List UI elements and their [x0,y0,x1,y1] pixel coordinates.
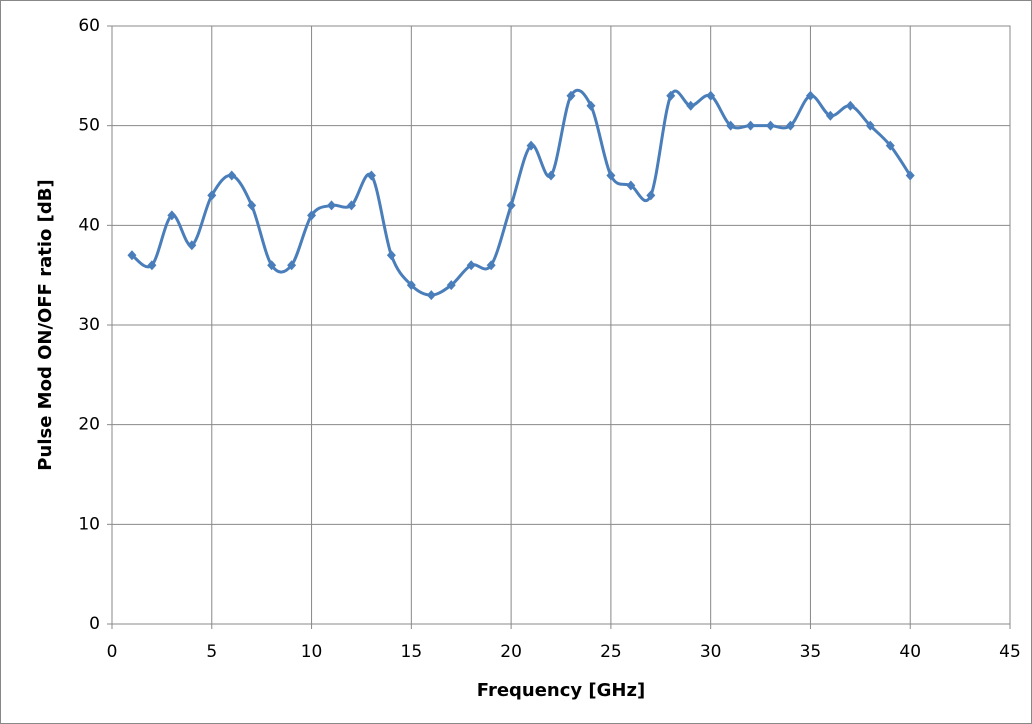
marker [207,190,217,201]
x-tick-label: 15 [401,642,423,662]
marker [666,90,676,101]
marker [167,210,177,221]
marker [586,100,596,111]
x-axis-title: Frequency [GHz] [477,680,645,701]
marker [227,170,237,181]
marker [845,100,855,111]
y-tick-label: 50 [78,116,100,136]
marker [865,120,875,131]
marker [626,180,636,191]
marker [346,200,356,211]
x-tick-label: 45 [999,642,1021,662]
y-tick-label: 60 [78,16,100,36]
marker [885,140,895,151]
marker [127,250,137,261]
marker [446,280,456,291]
x-tick-label: 5 [206,642,217,662]
marker [307,210,317,221]
x-tick-label: 40 [899,642,921,662]
marker [466,260,476,271]
marker [366,170,376,181]
y-tick-label: 40 [78,215,100,235]
x-tick-label: 20 [500,642,522,662]
x-tick-label: 0 [107,642,118,662]
marker [526,140,536,151]
marker [905,170,915,181]
marker [726,120,736,131]
marker [386,250,396,261]
marker [546,170,556,181]
plot-area-border [111,25,1011,625]
marker [785,120,795,131]
y-tick-label: 0 [89,614,100,634]
marker [506,200,516,211]
y-tick-label: 20 [78,415,100,435]
marker [406,280,416,291]
marker [426,290,436,301]
line [131,88,912,297]
marker [805,90,815,101]
y-axis-title: Pulse Mod ON/OFF ratio [dB] [35,179,56,470]
x-tick-label: 25 [600,642,622,662]
marker [327,200,337,211]
marker [147,260,157,271]
y-tick-label: 30 [78,315,100,335]
marker [287,260,297,271]
marker [566,90,576,101]
marker [746,120,756,131]
x-tick-label: 30 [700,642,722,662]
marker [606,170,616,181]
marker [825,110,835,121]
marker [766,120,776,131]
marker [486,260,496,271]
marker [267,260,277,271]
x-tick-label: 10 [301,642,323,662]
x-tick-label: 35 [800,642,822,662]
marker [247,200,257,211]
marker [187,240,197,251]
marker [706,90,716,101]
marker [686,100,696,111]
y-tick-label: 10 [78,514,100,534]
marker [646,190,656,201]
